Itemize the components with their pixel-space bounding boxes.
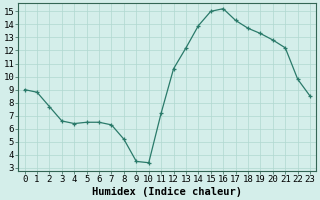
X-axis label: Humidex (Indice chaleur): Humidex (Indice chaleur) bbox=[92, 186, 242, 197]
